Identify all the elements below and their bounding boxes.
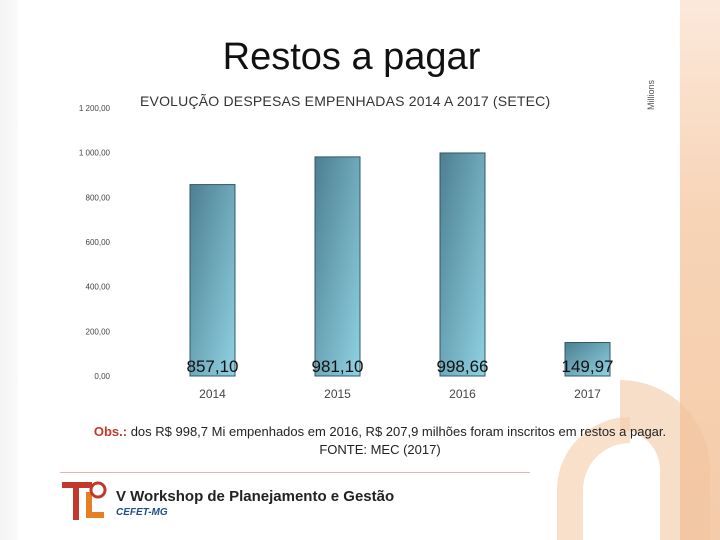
- observation-label: Obs.:: [93, 424, 128, 439]
- x-tick-label: 2017: [574, 387, 601, 401]
- bar-2016: [439, 152, 486, 377]
- x-axis: 2014 2015 2016 2017: [199, 387, 601, 401]
- x-tick-label: 2016: [449, 387, 476, 401]
- observation-note: Obs.: dos R$ 998,7 Mi empenhados em 2016…: [80, 423, 680, 459]
- data-label-2015: 981,10: [312, 357, 364, 376]
- observation-text: dos R$ 998,7 Mi empenhados em 2016, R$ 2…: [127, 424, 667, 457]
- y-tick-label: 600,00: [86, 238, 111, 247]
- x-tick-label: 2014: [199, 387, 226, 401]
- bar-2017: [564, 342, 611, 377]
- workshop-logo: [62, 481, 107, 520]
- workshop-name: V Workshop de Planejamento e Gestão: [116, 488, 395, 505]
- y-tick-label: 0,00: [94, 372, 110, 381]
- bars: [189, 152, 611, 377]
- y-tick-label: 400,00: [86, 283, 111, 292]
- y-tick-label: 800,00: [86, 193, 111, 202]
- corner-logo-decoration: [557, 380, 710, 540]
- data-label-2014: 857,10: [187, 357, 239, 376]
- y-tick-label: 200,00: [86, 327, 111, 336]
- bar-2015: [314, 156, 361, 377]
- institution-name: CEFET-MG: [116, 507, 168, 518]
- footer-divider: [60, 472, 530, 473]
- left-background-band: [0, 0, 18, 540]
- data-label-2017: 149,97: [562, 357, 614, 376]
- bar-2014: [189, 184, 236, 377]
- y-tick-label: 1 000,00: [79, 149, 111, 158]
- x-tick-label: 2015: [324, 387, 351, 401]
- slide-title: Restos a pagar: [222, 36, 481, 78]
- data-labels: 857,10 981,10 998,66 149,97: [187, 357, 614, 376]
- chart-title: EVOLUÇÃO DESPESAS EMPENHADAS 2014 A 2017…: [140, 93, 551, 109]
- y-tick-label: 1 200,00: [79, 104, 111, 113]
- data-label-2016: 998,66: [437, 357, 489, 376]
- y-axis: 0,00 200,00 400,00 600,00 800,00 1 000,00 1 20…: [79, 104, 111, 381]
